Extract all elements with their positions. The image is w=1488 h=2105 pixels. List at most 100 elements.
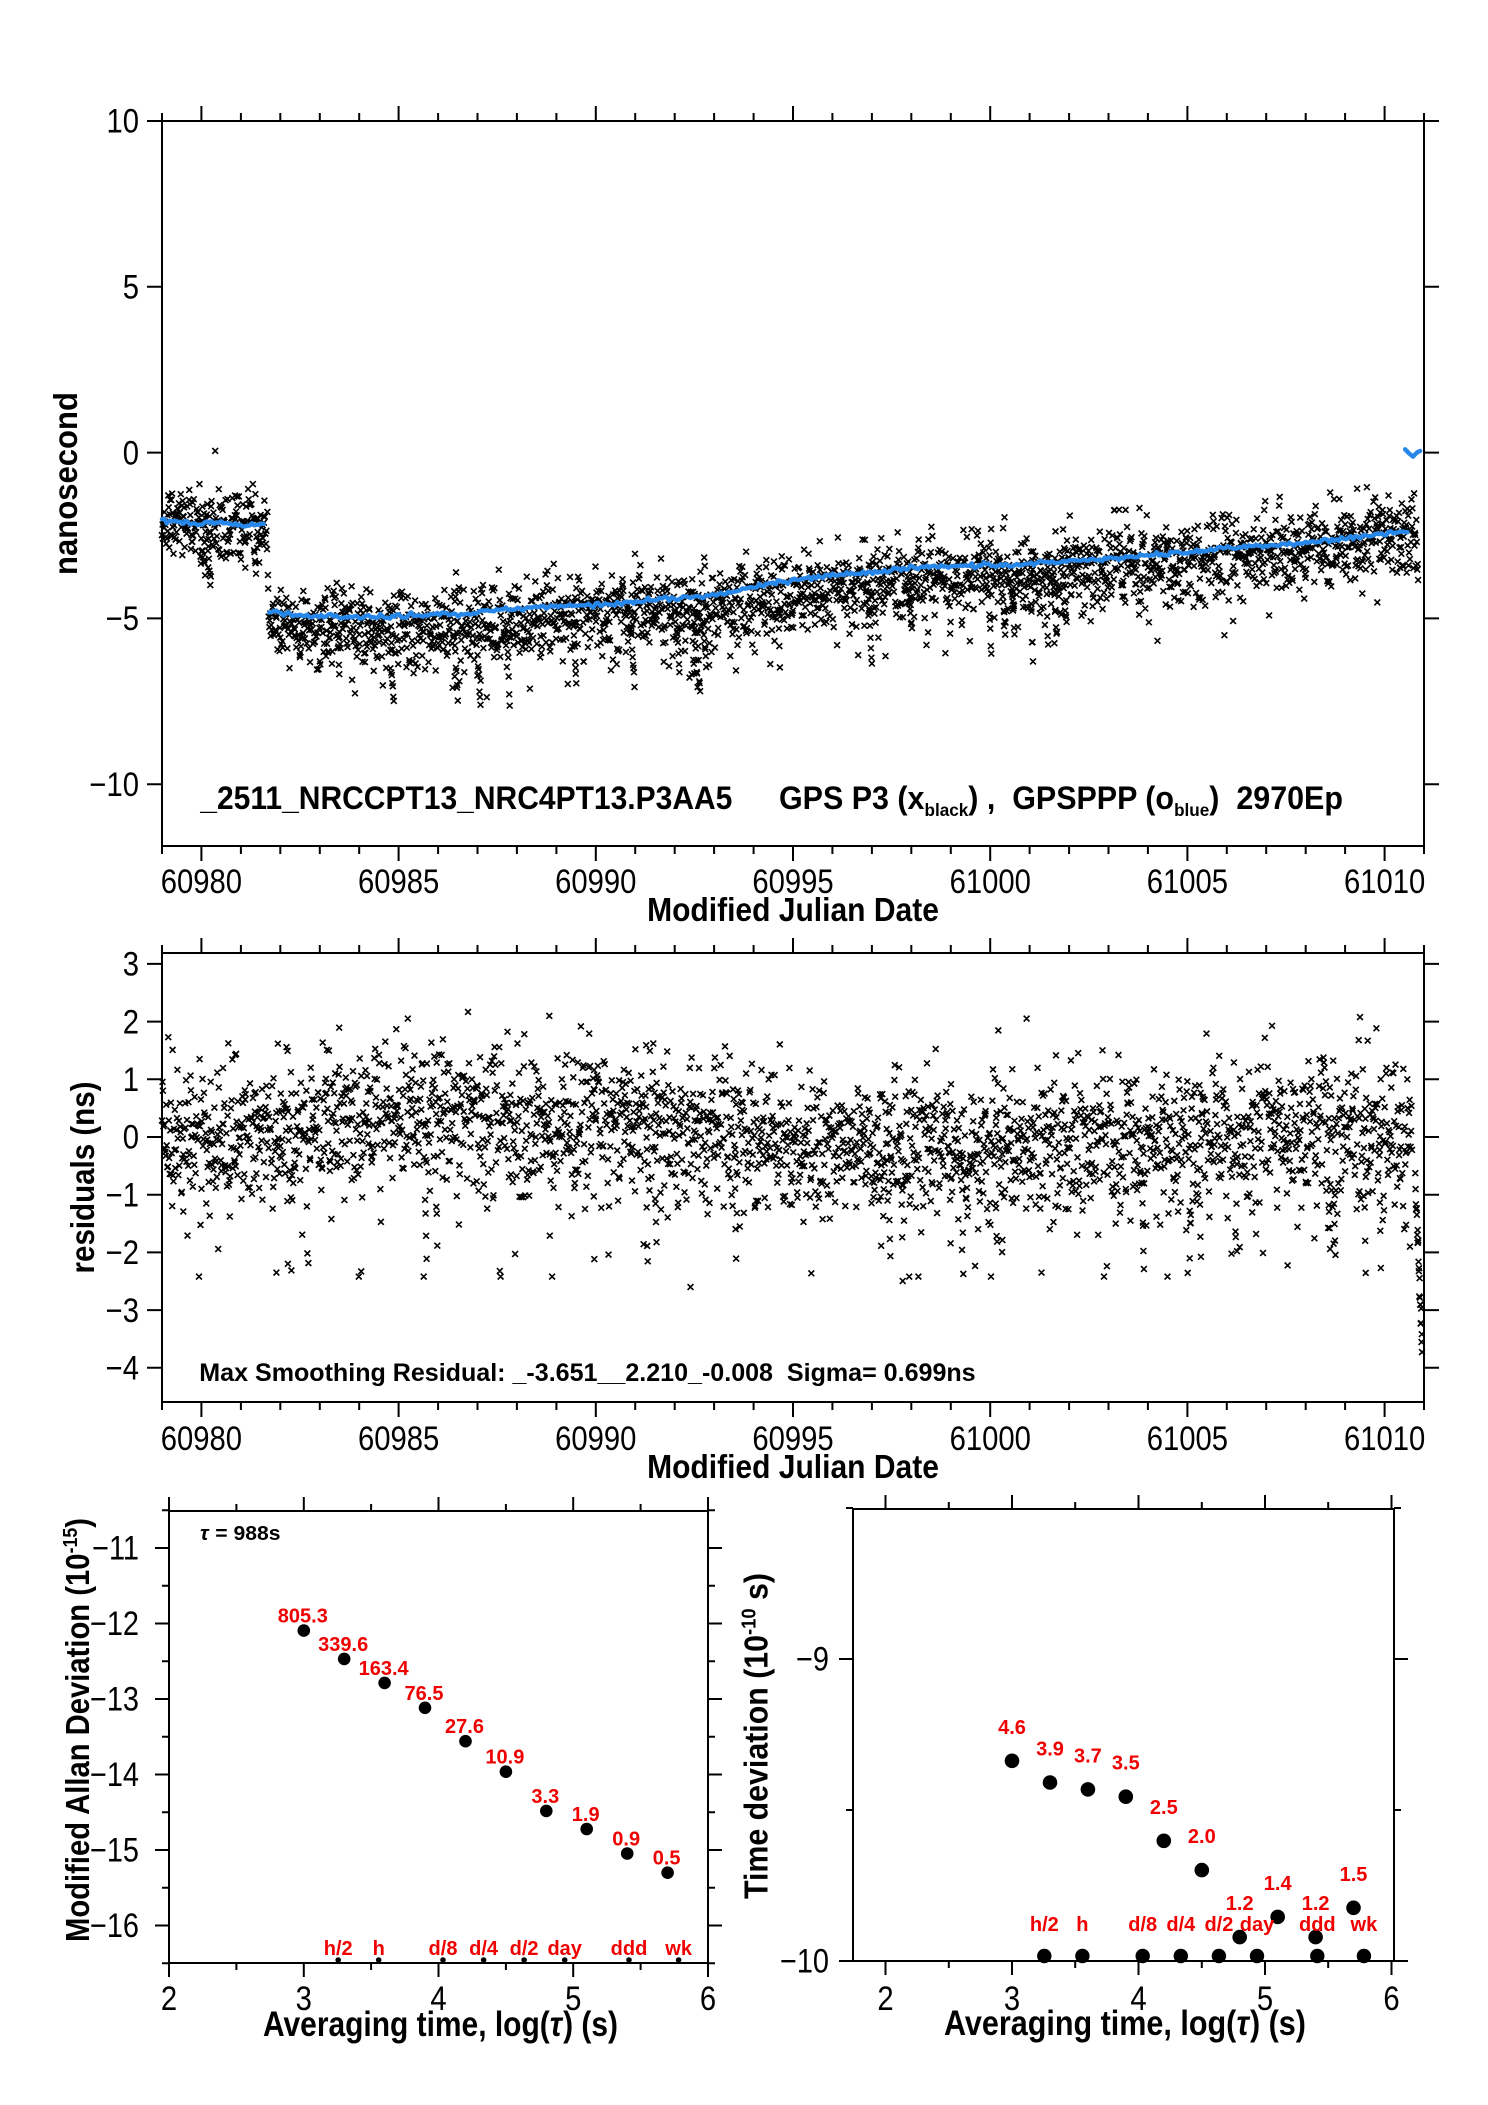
svg-text:1.2: 1.2 bbox=[1302, 1893, 1330, 1915]
svg-text:residuals (ns): residuals (ns) bbox=[64, 1082, 101, 1274]
svg-text:) , GPSPPP (o: ) , GPSPPP (o bbox=[968, 780, 1174, 816]
svg-text:1: 1 bbox=[123, 1060, 139, 1099]
svg-text:61000: 61000 bbox=[950, 862, 1031, 901]
svg-text:61000: 61000 bbox=[950, 1419, 1031, 1458]
svg-text:-10: -10 bbox=[739, 1608, 761, 1635]
svg-text:163.4: 163.4 bbox=[359, 1658, 410, 1680]
svg-text:h/2: h/2 bbox=[324, 1938, 353, 1960]
svg-text:day: day bbox=[547, 1938, 582, 1960]
svg-text:10.9: 10.9 bbox=[485, 1747, 524, 1769]
svg-text:d/8: d/8 bbox=[1128, 1914, 1157, 1936]
svg-text:60985: 60985 bbox=[358, 1419, 439, 1458]
svg-text:0: 0 bbox=[123, 433, 139, 472]
svg-text:) 2970Ep: ) 2970Ep bbox=[1209, 780, 1343, 816]
svg-text:τ: τ bbox=[550, 2005, 564, 2044]
svg-text:2.5: 2.5 bbox=[1150, 1797, 1178, 1819]
svg-text:black: black bbox=[925, 800, 969, 820]
svg-text:Modified Julian Date: Modified Julian Date bbox=[647, 1448, 939, 1486]
svg-text:60990: 60990 bbox=[555, 862, 636, 901]
svg-text:4.6: 4.6 bbox=[998, 1717, 1026, 1739]
svg-text:Averaging time, log(: Averaging time, log( bbox=[944, 2003, 1236, 2042]
svg-text:Time deviation (10: Time deviation (10 bbox=[737, 1635, 774, 1899]
svg-text:27.6: 27.6 bbox=[445, 1716, 484, 1738]
svg-text:805.3: 805.3 bbox=[278, 1606, 328, 1628]
svg-text:61005: 61005 bbox=[1147, 862, 1228, 901]
svg-text:day: day bbox=[1240, 1914, 1275, 1936]
svg-text:1.5: 1.5 bbox=[1340, 1864, 1368, 1886]
svg-text:h: h bbox=[1076, 1914, 1088, 1936]
svg-text:d/8: d/8 bbox=[429, 1938, 458, 1960]
svg-text:3.5: 3.5 bbox=[1112, 1753, 1140, 1775]
svg-text:1.4: 1.4 bbox=[1264, 1873, 1293, 1895]
svg-text:ddd: ddd bbox=[611, 1938, 648, 1960]
svg-text:60985: 60985 bbox=[358, 862, 439, 901]
svg-text:wk: wk bbox=[664, 1938, 693, 1960]
svg-text:Averaging time, log(: Averaging time, log( bbox=[263, 2005, 550, 2044]
svg-text:5: 5 bbox=[1257, 1979, 1273, 2018]
svg-text:2: 2 bbox=[877, 1979, 893, 2018]
svg-text:10: 10 bbox=[106, 102, 139, 141]
svg-text:339.6: 339.6 bbox=[318, 1634, 368, 1656]
svg-text:1.2: 1.2 bbox=[1226, 1893, 1254, 1915]
svg-text:5: 5 bbox=[123, 267, 139, 306]
svg-text:60995: 60995 bbox=[752, 862, 833, 901]
svg-text:) (s): ) (s) bbox=[1250, 2003, 1306, 2042]
svg-text:−5: −5 bbox=[106, 599, 139, 638]
svg-text:60980: 60980 bbox=[161, 862, 242, 901]
svg-text:−14: −14 bbox=[90, 1755, 139, 1794]
svg-text:d/2: d/2 bbox=[1204, 1914, 1233, 1936]
svg-text:h: h bbox=[373, 1938, 385, 1960]
svg-text:76.5: 76.5 bbox=[405, 1683, 444, 1705]
svg-text:3: 3 bbox=[1004, 1979, 1020, 2018]
svg-text:1.9: 1.9 bbox=[572, 1804, 600, 1826]
svg-text:s): s) bbox=[737, 1573, 774, 1608]
svg-text:60990: 60990 bbox=[555, 1419, 636, 1458]
svg-text:h/2: h/2 bbox=[1030, 1914, 1059, 1936]
svg-text:−1: −1 bbox=[106, 1175, 139, 1214]
svg-text:nanosecond: nanosecond bbox=[47, 392, 84, 575]
svg-text:_2511_NRCCPT13_NRC4PT13.P3AA5: _2511_NRCCPT13_NRC4PT13.P3AA5 bbox=[199, 780, 732, 816]
svg-text:2.0: 2.0 bbox=[1188, 1826, 1216, 1848]
svg-text:6: 6 bbox=[1383, 1979, 1399, 2018]
svg-text:3.3: 3.3 bbox=[531, 1786, 559, 1808]
svg-text:4: 4 bbox=[1130, 1979, 1146, 2018]
svg-text:2: 2 bbox=[161, 1979, 177, 2018]
svg-text:−12: −12 bbox=[90, 1604, 139, 1643]
svg-text:−9: −9 bbox=[796, 1639, 829, 1678]
svg-text:61010: 61010 bbox=[1344, 862, 1425, 901]
svg-text:3.9: 3.9 bbox=[1036, 1739, 1064, 1761]
svg-text:3: 3 bbox=[296, 1979, 312, 2018]
svg-text:−3: −3 bbox=[106, 1291, 139, 1330]
svg-text:τ: τ bbox=[200, 1523, 210, 1545]
svg-text:61010: 61010 bbox=[1344, 1419, 1425, 1458]
svg-text:5: 5 bbox=[565, 1979, 581, 2018]
svg-text:0.5: 0.5 bbox=[653, 1848, 681, 1870]
svg-text:): ) bbox=[59, 1518, 96, 1528]
svg-text:−13: −13 bbox=[90, 1679, 139, 1718]
svg-text:-15: -15 bbox=[60, 1528, 82, 1554]
svg-text:Modified Allan Deviation (10: Modified Allan Deviation (10 bbox=[59, 1554, 96, 1942]
svg-text:0.9: 0.9 bbox=[612, 1829, 640, 1851]
svg-text:d/2: d/2 bbox=[510, 1938, 539, 1960]
svg-text:−10: −10 bbox=[780, 1941, 829, 1980]
svg-text:60980: 60980 bbox=[161, 1419, 242, 1458]
svg-text:blue: blue bbox=[1174, 800, 1209, 820]
svg-text:3.7: 3.7 bbox=[1074, 1745, 1102, 1767]
svg-text:0: 0 bbox=[123, 1118, 139, 1157]
svg-text:−10: −10 bbox=[89, 765, 139, 804]
svg-text:Max Smoothing Residual: _-3.65: Max Smoothing Residual: _-3.651__2.210_-… bbox=[199, 1359, 975, 1387]
svg-text:d/4: d/4 bbox=[469, 1938, 499, 1960]
svg-text:2: 2 bbox=[123, 1002, 139, 1041]
svg-text:6: 6 bbox=[700, 1979, 716, 2018]
svg-text:−4: −4 bbox=[106, 1348, 139, 1387]
svg-text:Modified Julian Date: Modified Julian Date bbox=[647, 891, 939, 929]
svg-text:= 988s: = 988s bbox=[209, 1523, 280, 1545]
svg-text:τ: τ bbox=[1236, 2003, 1250, 2042]
svg-text:61005: 61005 bbox=[1147, 1419, 1228, 1458]
svg-text:−2: −2 bbox=[106, 1233, 139, 1272]
svg-text:d/4: d/4 bbox=[1166, 1914, 1196, 1936]
svg-text:wk: wk bbox=[1350, 1914, 1379, 1936]
svg-text:−15: −15 bbox=[90, 1830, 139, 1869]
svg-text:ddd: ddd bbox=[1299, 1914, 1336, 1936]
svg-text:4: 4 bbox=[430, 1979, 446, 2018]
